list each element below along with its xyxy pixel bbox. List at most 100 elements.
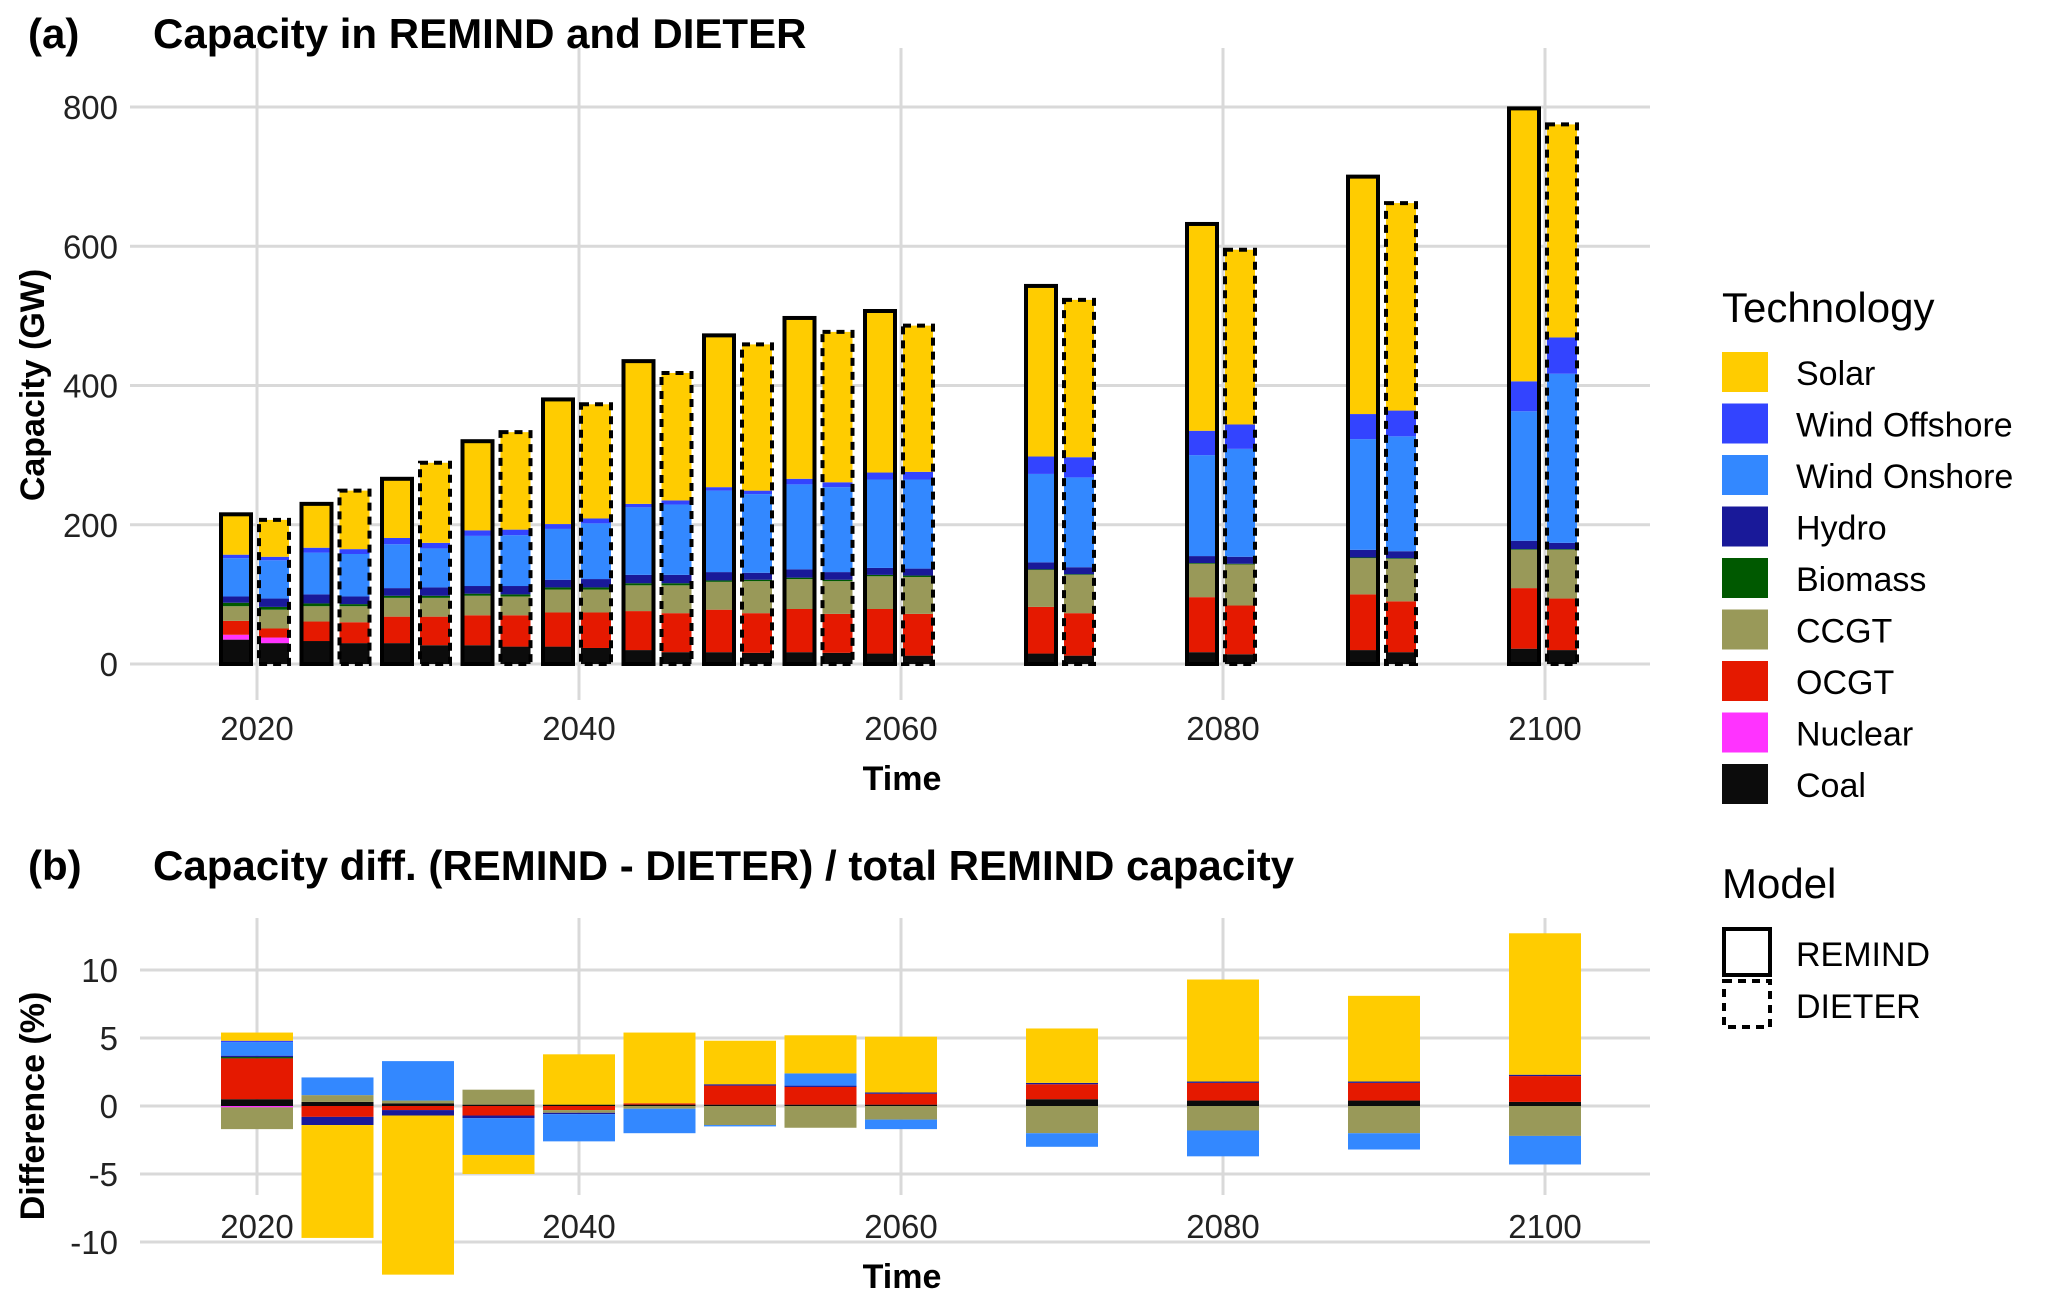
panel-b-tag: (b) [28,842,82,889]
diff-segment-hydro [301,1116,374,1126]
bar-segment-ccgt [1348,558,1378,595]
legend-label: Wind Onshore [1796,458,2013,496]
panel-a-ylabel: Capacity (GW) [14,269,52,501]
y-tick-label: 5 [100,1020,118,1057]
bar-segment-ccgt [382,597,412,617]
diff-segment-coal [704,1104,776,1106]
diff-segment-ccgt [704,1106,776,1126]
bar-segment-biomass [339,604,370,607]
bar-segment-wind-offshore [500,529,531,536]
diff-segment-coal [382,1103,454,1106]
diff-segment-ocgt [543,1106,615,1111]
bar-segment-biomass [301,603,332,607]
x-tick-label: 2080 [1186,710,1259,747]
legend-swatch-coal [1722,764,1768,804]
bar-segment-wind-onshore [1386,436,1416,552]
diff-segment-wind-onshore [623,1108,696,1134]
bar-segment-ccgt [1064,574,1094,614]
bar-segment-coal [1348,650,1378,664]
bar-segment-wind-onshore [1187,455,1217,557]
remind-bar-outline [1185,221,1219,666]
bar-segment-solar [1026,285,1056,457]
bar-segment-ocgt [301,621,332,642]
diff-segment-coal [1026,1099,1098,1106]
bar-segment-ccgt [822,581,853,614]
bar-segment-hydro [1348,549,1378,558]
diff-segment-wind-onshore [543,1114,615,1142]
bar-segment-wind-onshore [581,523,611,580]
dieter-bar-outline [1223,247,1257,666]
bar-segment-wind-offshore [339,549,370,554]
diff-segment-ccgt [623,1106,696,1109]
diff-segment-wind-onshore [704,1125,776,1127]
x-tick-label: 2060 [864,1208,937,1245]
bar-segment-coal [1187,652,1217,664]
dieter-bar-outline [1384,201,1418,667]
bar-segment-ocgt [581,612,611,648]
bar-segment-biomass [1348,557,1378,559]
diff-segment-wind-onshore [865,1119,937,1130]
bar-segment-wind-offshore [784,478,815,485]
diff-segment-hydro [543,1112,615,1115]
diff-segment-wind-onshore [1026,1133,1098,1147]
bar-segment-hydro [661,574,692,584]
bar-segment-hydro [259,598,289,607]
bar-segment-wind-offshore [382,537,412,545]
bar-segment-wind-offshore [1064,457,1094,478]
bar-segment-hydro [1026,562,1056,570]
remind-bar-outline [702,333,736,666]
dieter-bar-outline [337,488,372,667]
bar-segment-wind-onshore [903,479,933,569]
bar-segment-ocgt [1509,588,1539,649]
bar-segment-solar [581,404,611,519]
bar-segment-hydro [1547,542,1577,550]
bar-segment-wind-onshore [1026,473,1056,563]
dieter-bar-outline [498,430,533,666]
bar-segment-ocgt [339,622,370,644]
bar-segment-wind-onshore [865,479,895,568]
bar-segment-ocgt [822,613,853,653]
bar-segment-ocgt [1348,594,1378,651]
legend-label: Hydro [1796,510,1887,548]
bar-segment-biomass [462,593,493,596]
bar-segment-ccgt [865,576,895,609]
x-tick-label: 2060 [864,710,937,747]
bar-segment-wind-onshore [1509,411,1539,541]
bar-segment-wind-offshore [1348,414,1378,440]
y-tick-label: 600 [63,228,118,265]
diff-segment-ocgt [382,1106,454,1111]
bar-segment-hydro [500,586,531,595]
legend-swatch-wind-offshore [1722,403,1768,444]
bar-segment-coal [623,650,654,664]
bar-segment-wind-onshore [221,558,251,597]
bar-segment-wind-onshore [661,504,692,575]
bar-segment-wind-onshore [500,535,531,587]
panel-a-tag: (a) [28,10,79,57]
bar-segment-ccgt [500,596,531,616]
y-tick-label: 0 [100,1088,118,1125]
bar-segment-ccgt [462,595,493,616]
bar-segment-biomass [1386,558,1416,559]
diff-segment-ocgt [1509,1076,1581,1102]
diff-segment-ccgt [221,1107,293,1130]
bar-segment-biomass [382,595,412,598]
diff-segment-wind-offshore [221,1040,293,1043]
bar-segment-solar [259,519,289,557]
bar-segment-biomass [903,575,933,577]
diff-segment-hydro [1187,1081,1259,1083]
bar-segment-ccgt [903,576,933,614]
bar-segment-wind-offshore [301,547,332,553]
dieter-bar-outline [820,329,855,666]
bar-segment-solar [420,462,450,543]
bar-segment-wind-onshore [1348,439,1378,550]
bar-segment-ccgt [742,581,772,614]
diff-segment-ocgt [1026,1084,1098,1100]
bar-segment-hydro [1187,556,1217,564]
bar-segment-hydro [1225,556,1255,564]
bar-segment-wind-onshore [1064,477,1094,568]
diff-segment-ocgt [221,1058,293,1100]
bar-segment-coal [1225,654,1255,664]
diff-segment-ocgt [865,1093,937,1105]
bar-segment-ocgt [1225,605,1255,655]
diff-segment-ocgt [704,1085,776,1105]
